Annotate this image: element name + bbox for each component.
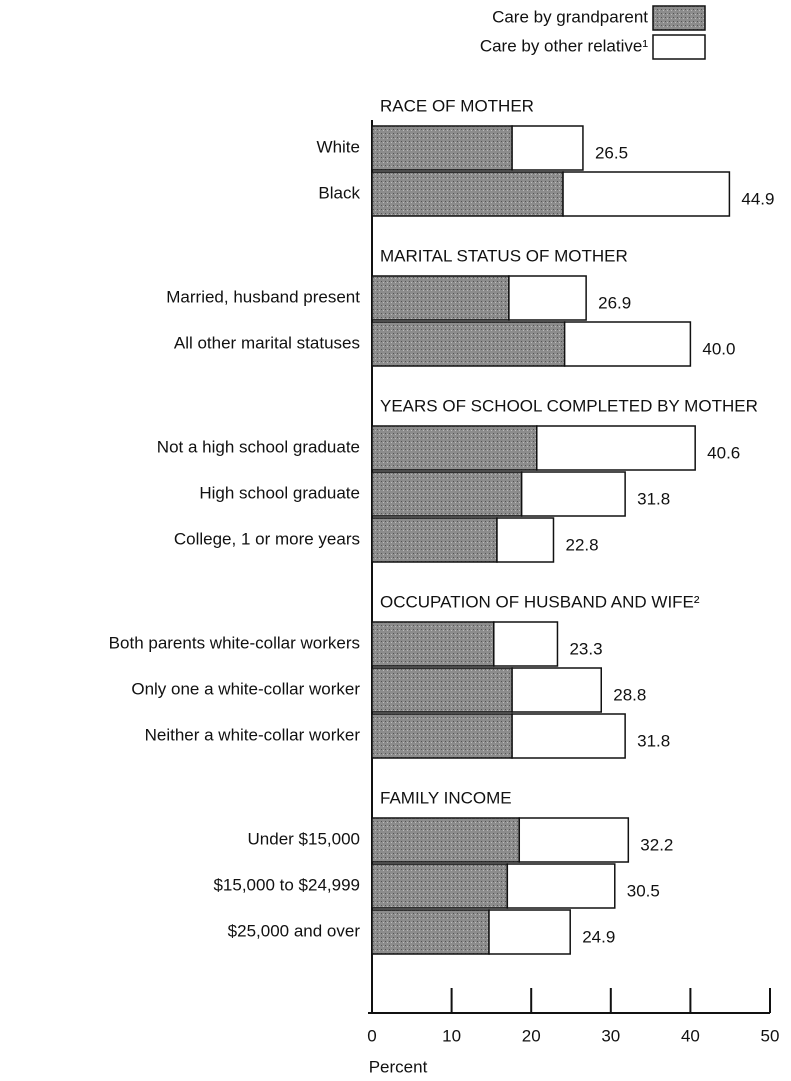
category-label: Under $15,000 [248, 829, 360, 848]
category-label: Not a high school graduate [157, 437, 360, 456]
bar-segment [371, 321, 566, 367]
bar-segment [371, 471, 523, 517]
bar-segment [562, 171, 731, 217]
total-label: 31.8 [637, 731, 670, 750]
category-label: Neither a white-collar worker [145, 725, 361, 744]
group-title: MARITAL STATUS OF MOTHER [380, 246, 628, 265]
total-label: 26.5 [595, 143, 628, 162]
group-title: OCCUPATION OF HUSBAND AND WIFE² [380, 592, 700, 611]
category-label: White [317, 137, 360, 156]
total-label: 31.8 [637, 489, 670, 508]
bar-segment [518, 817, 630, 863]
category-label: All other marital statuses [174, 333, 360, 352]
bar-segment [371, 517, 498, 563]
bar-segment [371, 425, 538, 471]
category-label: High school graduate [199, 483, 360, 502]
bar-segment [511, 713, 626, 759]
x-tick-label: 40 [681, 1026, 700, 1045]
total-label: 24.9 [582, 927, 615, 946]
total-label: 44.9 [741, 189, 774, 208]
group-title: YEARS OF SCHOOL COMPLETED BY MOTHER [380, 396, 758, 415]
bar-segment [371, 275, 510, 321]
legend-swatch [652, 5, 706, 31]
category-label: $25,000 and over [228, 921, 361, 940]
bar-segment [371, 667, 513, 713]
bar-segment [371, 171, 564, 217]
x-tick-label: 10 [442, 1026, 461, 1045]
x-axis-label: Percent [369, 1057, 428, 1076]
x-tick-label: 30 [601, 1026, 620, 1045]
total-label: 23.3 [569, 639, 602, 658]
bar-segment [563, 321, 692, 367]
bar-segment [506, 863, 616, 909]
category-label: Married, husband present [166, 287, 360, 306]
bar-segment [371, 909, 490, 955]
bar-segment [371, 621, 495, 667]
category-label: Only one a white-collar worker [131, 679, 360, 698]
total-label: 22.8 [565, 535, 598, 554]
total-label: 30.5 [627, 881, 660, 900]
bar-segment [488, 909, 571, 955]
x-tick-label: 0 [367, 1026, 376, 1045]
group-title: RACE OF MOTHER [380, 96, 534, 115]
category-label: College, 1 or more years [174, 529, 360, 548]
total-label: 28.8 [613, 685, 646, 704]
legend-label: Care by grandparent [492, 7, 648, 26]
total-label: 32.2 [640, 835, 673, 854]
total-label: 40.0 [702, 339, 735, 358]
bar-segment [511, 125, 584, 171]
bar-segment [493, 621, 559, 667]
total-label: 40.6 [707, 443, 740, 462]
legend-swatch [652, 34, 706, 60]
bar-segment [371, 125, 513, 171]
bar-segment [371, 817, 521, 863]
bar-segment [536, 425, 696, 471]
category-label: Both parents white-collar workers [109, 633, 360, 652]
group-title: FAMILY INCOME [380, 788, 512, 807]
x-tick-label: 50 [761, 1026, 780, 1045]
bar-segment [496, 517, 555, 563]
bar-segment [511, 667, 602, 713]
bar-segment [371, 863, 509, 909]
total-label: 26.9 [598, 293, 631, 312]
bar-segment [520, 471, 626, 517]
legend-label: Care by other relative¹ [480, 36, 649, 55]
bar-segment [508, 275, 587, 321]
category-label: $15,000 to $24,999 [213, 875, 360, 894]
bar-segment [371, 713, 513, 759]
category-label: Black [318, 183, 360, 202]
x-tick-label: 20 [522, 1026, 541, 1045]
